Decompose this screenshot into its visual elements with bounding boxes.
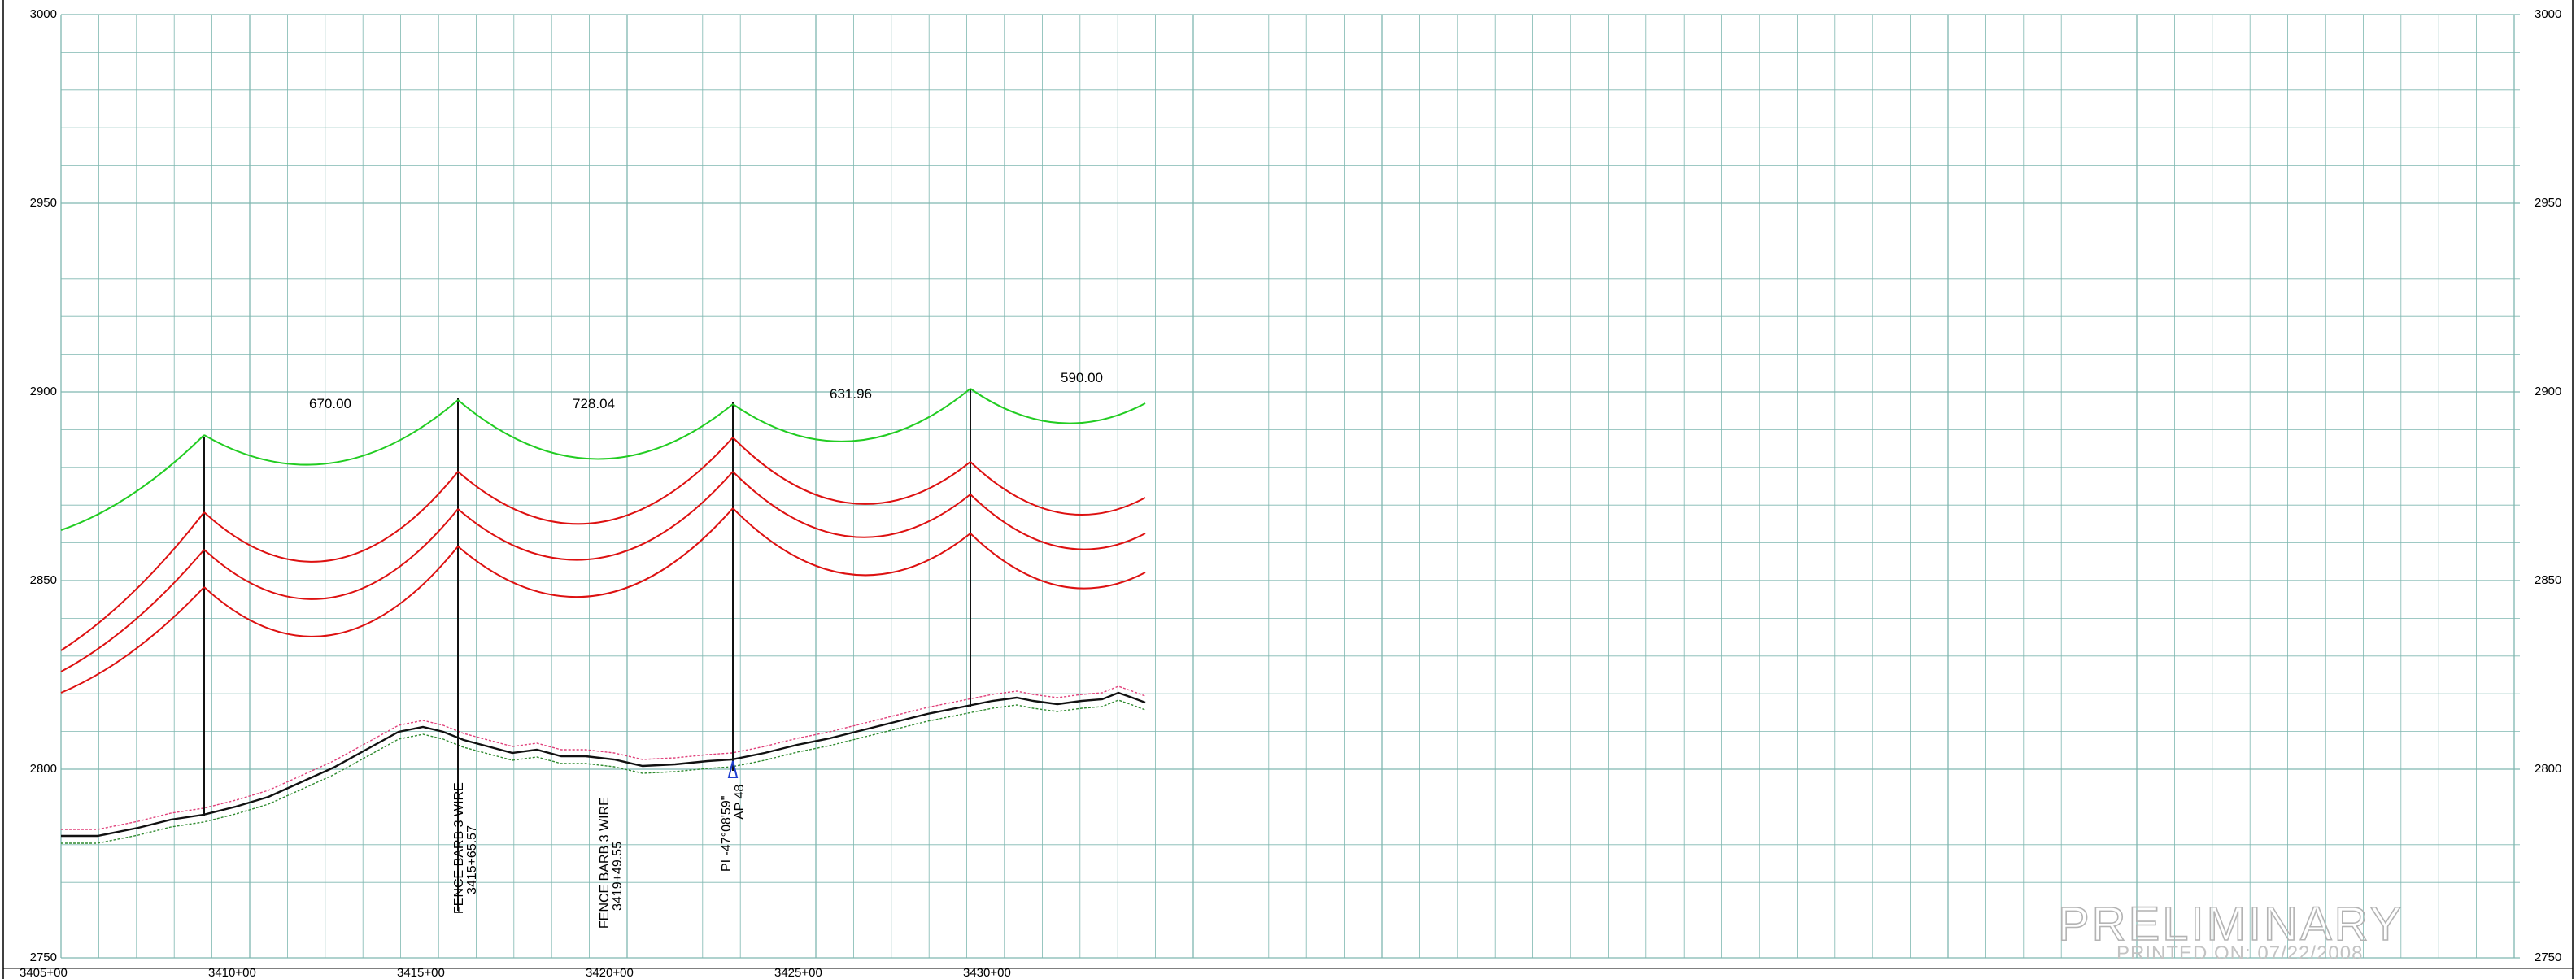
ground-offset-line	[61, 685, 1146, 830]
fence-station-label: 3419+49.55	[611, 842, 625, 911]
lower-conductor-span	[732, 437, 971, 505]
lower-conductor-span	[203, 471, 459, 563]
lower-conductor-span	[457, 437, 734, 525]
elevation-label-right: 2950	[2535, 196, 2561, 210]
station-label: 3420+00	[586, 966, 634, 979]
printed-on-watermark: PRINTED ON: 07/22/2008	[2116, 942, 2363, 964]
top-conductor-span	[732, 388, 971, 442]
lower-conductor-span	[970, 494, 1146, 550]
elevation-label-right: 2900	[2535, 385, 2561, 398]
fence-crossing-label: FENCE BARB 3 WIRE	[598, 797, 612, 929]
angle-point-label: AP 48	[733, 785, 747, 820]
lower-conductor-span	[732, 507, 971, 577]
elevation-label-left: 3000	[30, 7, 57, 21]
grid	[60, 14, 2520, 959]
elevation-label-left: 2950	[30, 196, 57, 210]
elevation-label-left: 2850	[30, 573, 57, 587]
top-conductor-span	[457, 399, 734, 460]
lower-conductor-span	[203, 508, 459, 600]
elevation-label-right: 2850	[2535, 573, 2561, 587]
span-length-label: 670.00	[309, 396, 351, 411]
lower-conductor-span	[60, 549, 205, 672]
fence-station-label: 3415+65.57	[465, 825, 479, 894]
lower-conductor-span	[970, 461, 1146, 516]
lower-conductor-span	[203, 546, 459, 637]
conductor-sags	[60, 388, 1146, 694]
ground-line	[61, 691, 1146, 838]
station-label: 3415+00	[397, 966, 445, 979]
lower-conductor-span	[457, 507, 734, 598]
top-conductor-span	[970, 388, 1146, 424]
structures	[203, 389, 971, 911]
elevation-label-right: 2800	[2535, 762, 2561, 776]
top-conductor-span	[203, 399, 459, 466]
ground-profile	[61, 685, 1146, 844]
ground-offset-line	[61, 699, 1146, 844]
pi-angle-label: PI -47°08'59"	[720, 796, 734, 872]
span-length-label: 728.04	[573, 396, 615, 411]
lower-conductor-span	[60, 586, 205, 694]
elevation-label-left: 2800	[30, 762, 57, 776]
station-label: 3425+00	[774, 966, 822, 979]
span-length-label: 590.00	[1061, 370, 1103, 385]
elevation-label-left: 2750	[30, 951, 57, 964]
station-label: 3430+00	[963, 966, 1011, 979]
lower-conductor-span	[970, 533, 1146, 590]
elevation-label-right: 3000	[2535, 7, 2561, 21]
station-label: 3405+00	[20, 966, 68, 979]
fence-crossing-label: FENCE BARB 3 WIRE	[452, 782, 466, 914]
angle-point-marker-icon	[727, 760, 739, 778]
lower-conductor-span	[457, 471, 734, 561]
lower-conductor-span	[732, 471, 971, 538]
elevation-label-right: 2750	[2535, 951, 2561, 964]
span-length-label: 631.96	[830, 386, 872, 402]
station-label: 3410+00	[208, 966, 256, 979]
preliminary-watermark: PRELIMINARY	[2058, 898, 2404, 951]
elevation-label-left: 2900	[30, 385, 57, 398]
lower-conductor-span	[60, 511, 205, 651]
top-conductor-span	[60, 434, 205, 531]
